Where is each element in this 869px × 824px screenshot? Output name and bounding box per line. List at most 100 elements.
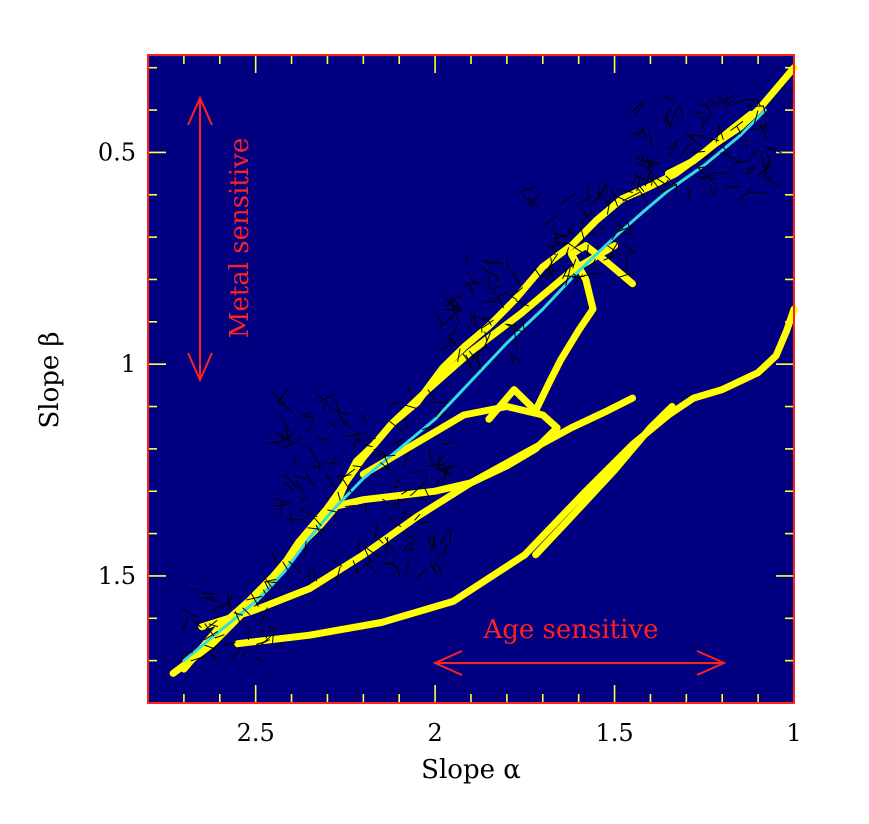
scatter-point [730,99,744,107]
scatter-point [262,589,269,599]
scatter-point [409,540,416,550]
scatter-point [649,158,653,169]
scatter-point [521,319,526,333]
x-axis-label: Slope α [421,755,521,785]
scatter-point [373,448,385,454]
scatter-point [443,543,448,559]
scatter-point [278,401,294,413]
scatter-point [583,272,603,277]
scatter-point [547,243,568,248]
scatter-point [402,512,413,515]
scatter-point [465,354,474,371]
scatter-point [713,187,717,196]
x-tick-labels: 2.5 2 1.5 1 [237,719,802,747]
scatter-point [407,386,413,399]
scatter-point [267,578,277,582]
scatter-point [445,299,456,307]
scatter-point [331,558,343,567]
scatter-point [441,441,456,445]
scatter-point [438,315,454,328]
scatter-point [384,536,396,554]
scatter-point [724,102,730,111]
scatter-point [534,267,543,280]
scatter-point [288,560,302,573]
scatter-point [270,549,278,565]
scatter-point [515,300,530,307]
scatter-point [630,176,637,186]
scatter-point [402,404,416,409]
scatter-point [709,185,714,196]
scatter-point [373,523,379,539]
scatter-point [283,481,294,491]
scatter-point [692,111,704,114]
scatter-point [441,466,452,470]
scatter-point [555,233,568,238]
scatter-point [527,196,539,208]
scatter-point [432,551,442,568]
scatter-point [490,292,506,302]
scatter-point [753,124,770,131]
y-tick-label: 1 [121,350,136,378]
scatter-point [506,323,521,328]
scatter-point [414,513,421,521]
scatter-point [635,161,649,170]
scatter-point [382,498,390,505]
scatter-point [514,332,518,352]
scatter-point [281,431,296,443]
scatter-point [580,208,589,219]
scatter-point [462,353,469,362]
scatter-point [688,188,691,201]
scatter-point [364,444,373,448]
scatter-point [388,517,402,528]
scatter-point [438,410,446,419]
scatter-point [467,282,474,295]
scatter-point [686,131,697,144]
scatter-point [634,156,644,162]
scatter-point [415,568,428,580]
scatter-point [385,561,398,569]
scatter-point [343,419,351,429]
series-1-line [198,394,636,631]
scatter-point [204,644,216,650]
scatter-point [705,103,713,117]
scatter-point [380,462,392,472]
scatter-point [362,545,380,558]
scatter-point [330,408,349,416]
scatter-point [247,628,250,641]
scatter-point [472,311,478,329]
scatter-point [764,121,768,132]
scatter-point [315,437,331,441]
scatter-point [295,481,305,493]
scatter-point [427,389,436,400]
scatter-point [505,323,524,333]
scatter-point [617,272,634,279]
scatter-point [432,534,435,551]
scatter-point [588,258,596,272]
scatter-layer [179,94,782,664]
scatter-point [759,153,766,166]
scatter-point [421,424,435,431]
scatter-point [179,650,191,662]
scatter-point [510,287,524,298]
scatter-point [579,225,586,242]
scatter-point [689,150,705,154]
scatter-point [305,473,315,487]
metal-arrow [187,95,213,383]
scatter-point [632,131,643,135]
scatter-point [307,418,315,432]
scatter-point [450,295,462,310]
scatter-point [598,185,601,200]
scatter-point [481,259,499,263]
scatter-point [282,561,290,573]
scatter-point [208,623,219,628]
scatter-point [678,105,684,118]
scatter-point [284,437,302,449]
scatter-point [329,420,337,430]
scatter-point [573,196,592,208]
scatter-point [622,191,640,202]
scatter-point [641,156,646,165]
scatter-point [547,267,554,279]
scatter-point [357,437,376,442]
scatter-point [337,491,341,501]
scatter-point [457,348,461,362]
